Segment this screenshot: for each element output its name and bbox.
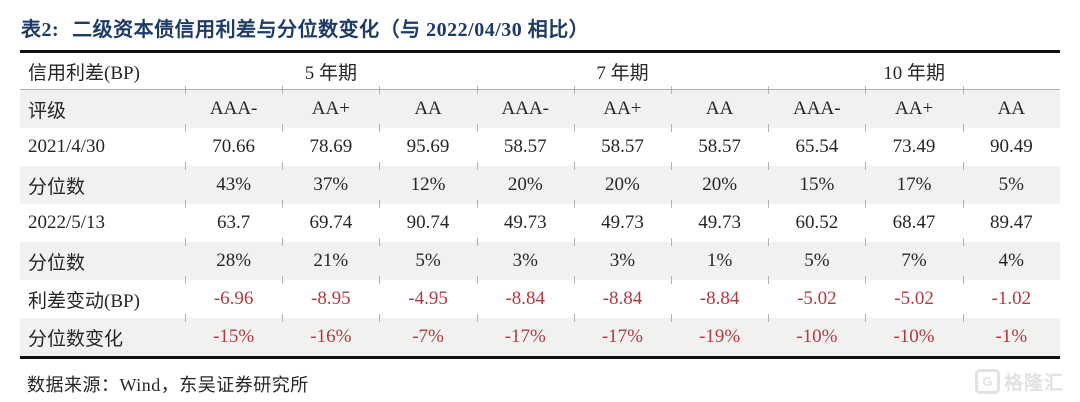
cell: 69.74 (282, 200, 379, 242)
cell: 63.7 (185, 200, 282, 242)
cell: AA+ (573, 86, 671, 128)
cell: 89.47 (962, 200, 1060, 242)
row-label: 2022/5/13 (28, 212, 106, 233)
cell: 5% (379, 238, 476, 280)
cell: 20% (573, 162, 671, 204)
table-row: 评级 AAA- AA+ AA AAA- AA+ AA AAA- AA+ AA (20, 86, 1060, 128)
row-label: 分位数 (28, 176, 86, 198)
cell: AA (671, 86, 768, 128)
cell: 3% (476, 238, 574, 280)
cell: -6.96 (185, 276, 282, 318)
table-row: 分位数 28% 21% 5% 3% 3% 1% 5% 7% 4% (20, 238, 1060, 280)
cell: 58.57 (476, 124, 574, 166)
cell: -8.84 (573, 276, 671, 318)
cell: AA+ (865, 86, 962, 128)
cell: -8.95 (282, 276, 379, 318)
cell: 5% (768, 238, 865, 280)
cell: -1% (962, 314, 1060, 356)
data-source-note: 数据来源：Wind，东吴证券研究所 (27, 375, 309, 395)
row-label: 分位数变化 (28, 328, 124, 350)
cell: 60.52 (768, 200, 865, 242)
top-rule (20, 50, 1060, 53)
cell: 20% (476, 162, 574, 204)
cell: 15% (768, 162, 865, 204)
table-row: 分位数变化 -15% -16% -7% -17% -17% -19% -10% -10% -1% (20, 314, 1060, 356)
table-title: 表2: 二级资本债信用利差与分位数变化（与 2022/04/30 相比） (21, 13, 1060, 42)
cell: 49.73 (671, 200, 768, 242)
cell: 49.73 (476, 200, 574, 242)
credit-spread-table: 信用利差(BP) 5 年期 7 年期 10 年期 评级 AAA- AA+ AA AAA-… (20, 53, 1060, 356)
cell: -16% (282, 314, 379, 356)
cell: 28% (185, 238, 282, 280)
cell: 43% (185, 162, 282, 204)
cell: AAA- (768, 86, 865, 128)
table-row: 2022/5/13 63.7 69.74 90.74 49.73 49.73 49.73 60… (20, 200, 1060, 242)
cell: -5.02 (768, 276, 865, 318)
cell: -15% (185, 314, 282, 356)
cell: AA+ (282, 86, 379, 128)
gelonghui-logo-icon: G (974, 369, 1000, 394)
cell: 65.54 (768, 124, 865, 166)
cell: 95.69 (379, 124, 476, 166)
row-label: 利差变动(BP) (28, 290, 140, 312)
cell: -10% (768, 314, 865, 356)
cell: -17% (573, 314, 671, 356)
cell: 1% (671, 238, 768, 280)
cell: 21% (282, 238, 379, 280)
cell: AA (379, 86, 476, 128)
cell: AA (962, 86, 1060, 128)
bottom-rule (20, 356, 1060, 359)
row-label: 评级 (28, 100, 67, 122)
cell: 49.73 (573, 200, 671, 242)
table-title-text: 二级资本债信用利差与分位数变化（与 2022/04/30 相比） (72, 19, 590, 41)
table-row: 2021/4/30 70.66 78.69 95.69 58.57 58.57 58.57 6… (20, 124, 1060, 166)
cell: 58.57 (671, 124, 768, 166)
cell: -7% (379, 314, 476, 356)
table-body: 评级 AAA- AA+ AA AAA- AA+ AA AAA- AA+ AA 2021/4/30 70… (20, 86, 1060, 356)
cell: AAA- (185, 86, 282, 128)
row-label: 分位数 (28, 252, 86, 274)
cell: 73.49 (865, 124, 962, 166)
cell: -5.02 (865, 276, 962, 318)
cell: 4% (962, 238, 1060, 280)
cell: -4.95 (379, 276, 476, 318)
cell: 5% (962, 162, 1060, 204)
cell: 70.66 (185, 124, 282, 166)
cell: 7% (865, 238, 962, 280)
tenor-group-7y: 7 年期 (476, 53, 769, 90)
cell: 17% (865, 162, 962, 204)
tenor-group-5y: 5 年期 (185, 53, 477, 90)
cell: AAA- (476, 86, 574, 128)
cell: -8.84 (476, 276, 574, 318)
cell: -1.02 (962, 276, 1060, 318)
cell: 68.47 (865, 200, 962, 242)
gelonghui-watermark-text: 格隆汇 (1003, 373, 1064, 394)
cell: 12% (379, 162, 476, 204)
cell: -17% (476, 314, 574, 356)
cell: 58.57 (573, 124, 671, 166)
cell: 3% (573, 238, 671, 280)
cell: 78.69 (282, 124, 379, 166)
cell: 37% (282, 162, 379, 204)
table-number-label: 表2: (21, 19, 60, 41)
cell: -10% (865, 314, 962, 356)
table-row: 利差变动(BP) -6.96 -8.95 -4.95 -8.84 -8.84 -8.84 -5… (20, 276, 1060, 318)
table-row: 分位数 43% 37% 12% 20% 20% 20% 15% 17% 5% (20, 162, 1060, 204)
cell: -19% (671, 314, 768, 356)
cell: 20% (671, 162, 768, 204)
tenor-group-10y: 10 年期 (768, 53, 1060, 90)
cell: -8.84 (671, 276, 768, 318)
table-corner-label: 信用利差(BP) (20, 53, 186, 90)
gelonghui-watermark: G 格隆汇 (974, 368, 1064, 395)
table-header-row: 信用利差(BP) 5 年期 7 年期 10 年期 (20, 53, 1060, 90)
cell: 90.49 (962, 124, 1060, 166)
cell: 90.74 (379, 200, 476, 242)
row-label: 2021/4/30 (28, 136, 106, 157)
